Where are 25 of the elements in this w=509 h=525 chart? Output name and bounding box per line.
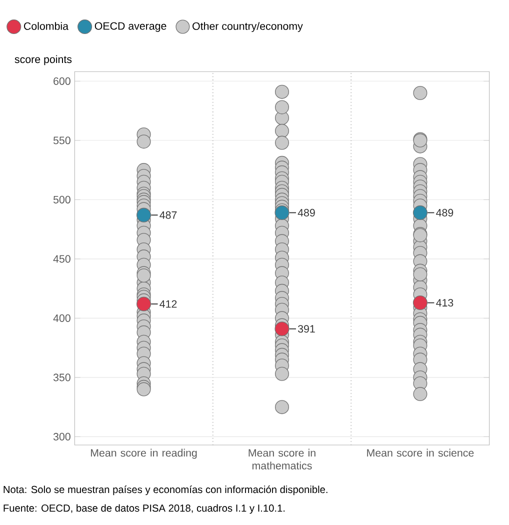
- y-tick-label: 450: [53, 255, 70, 263]
- data-label: 412: [160, 300, 177, 308]
- y-tick-label: 550: [53, 136, 70, 144]
- point: [274, 322, 290, 336]
- x-tick-label: Mean score in reading: [90, 448, 197, 459]
- data-label: 487: [160, 211, 177, 219]
- y-tick-label: 350: [53, 374, 70, 382]
- y-tick-label: 300: [53, 432, 70, 440]
- y-tick-label: 600: [54, 77, 70, 85]
- x-tick-label: Mean score in mathematics: [248, 448, 316, 470]
- legend-label: Colombia: [24, 22, 69, 30]
- data-label: 489: [436, 208, 454, 216]
- point: [136, 296, 152, 312]
- point: [274, 205, 290, 220]
- legend-label: Other country/economy: [192, 22, 303, 32]
- y-axis-title: score points: [14, 55, 72, 66]
- text: Nota: Solo se muestran países y economías con información disponible.: [4, 486, 328, 496]
- y-tick-label: 400: [53, 314, 70, 322]
- y-tick-label: 500: [53, 196, 70, 204]
- data-label: 391: [298, 325, 315, 333]
- legend-label: OECD average: [94, 22, 166, 32]
- data-label: 489: [298, 208, 315, 216]
- data-label: 413: [436, 299, 454, 307]
- x-tick-label: Mean score in science: [367, 448, 474, 457]
- source-note: Fuente: OECD, base de datos PISA 2018, cuadros I.1 y I.10.1.: [4, 504, 285, 514]
